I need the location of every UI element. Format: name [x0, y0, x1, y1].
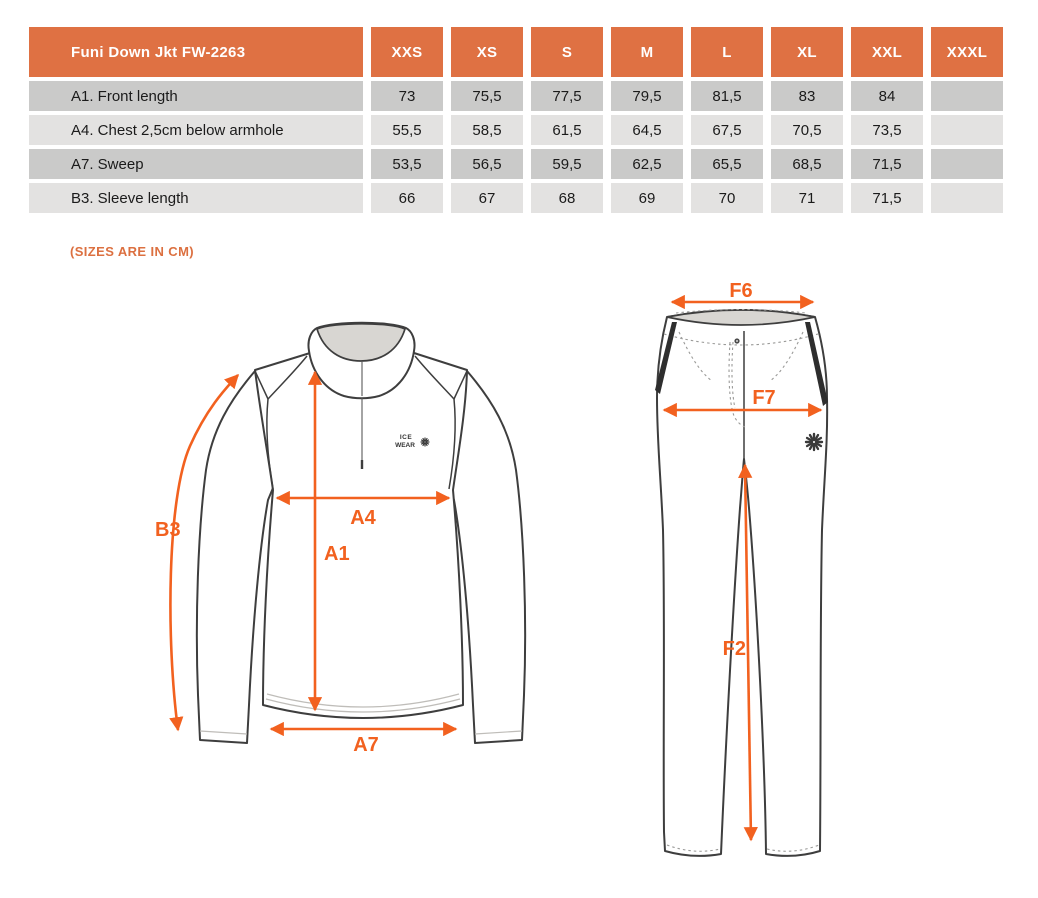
size-value: 62,5 — [611, 149, 683, 179]
icewear-logo-text-bottom: WEAR — [395, 442, 415, 449]
size-header: XS — [451, 27, 523, 77]
size-value: 73 — [371, 81, 443, 111]
size-value: 67,5 — [691, 115, 763, 145]
size-value: 59,5 — [531, 149, 603, 179]
size-value: 71 — [771, 183, 843, 213]
sleeve-arrow-b3 — [169, 373, 239, 732]
pants-body — [656, 309, 829, 857]
size-value: 67 — [451, 183, 523, 213]
size-value: 71,5 — [851, 183, 923, 213]
pants-diagram: F6 F7 F2 — [655, 280, 829, 857]
waist-label-f6: F6 — [729, 280, 752, 302]
size-value: 55,5 — [371, 115, 443, 145]
jacket-body — [254, 348, 468, 719]
icewear-logo: ICE WEAR — [395, 434, 430, 449]
size-value: 79,5 — [611, 81, 683, 111]
pants-left-pocket — [655, 322, 677, 394]
pants-waistband-opening — [666, 309, 816, 326]
row-label: B3. Sleeve length — [29, 183, 363, 213]
size-value: 68 — [531, 183, 603, 213]
size-value — [931, 81, 1003, 111]
table-title: Funi Down Jkt FW-2263 — [29, 27, 363, 77]
size-value: 70,5 — [771, 115, 843, 145]
jacket-collar-opening — [315, 322, 407, 362]
size-value: 83 — [771, 81, 843, 111]
hip-label-f7: F7 — [752, 387, 775, 409]
size-header: L — [691, 27, 763, 77]
size-value: 73,5 — [851, 115, 923, 145]
jacket-left-sleeve — [195, 370, 274, 744]
size-header: XL — [771, 27, 843, 77]
measurement-diagrams: ICE WEAR B3 A1 A4 A7 — [0, 270, 1038, 893]
front-length-label-a1: A1 — [324, 543, 350, 565]
size-value: 53,5 — [371, 149, 443, 179]
size-header: XXL — [851, 27, 923, 77]
size-header: S — [531, 27, 603, 77]
size-value: 65,5 — [691, 149, 763, 179]
jacket-diagram: ICE WEAR B3 A1 A4 A7 — [155, 321, 527, 756]
size-value: 66 — [371, 183, 443, 213]
row-label: A1. Front length — [29, 81, 363, 111]
leg-arrow-f2 — [738, 463, 758, 842]
units-note: (SIZES ARE IN CM) — [70, 244, 195, 259]
size-table: Funi Down Jkt FW-2263 XXS XS S M L XL XX… — [29, 27, 1003, 213]
size-value: 64,5 — [611, 115, 683, 145]
size-value — [931, 183, 1003, 213]
row-label: A7. Sweep — [29, 149, 363, 179]
pants-right-pocket — [805, 322, 828, 406]
row-label: A4. Chest 2,5cm below armhole — [29, 115, 363, 145]
size-value: 84 — [851, 81, 923, 111]
icewear-logo-text-top: ICE — [400, 434, 413, 441]
size-value: 77,5 — [531, 81, 603, 111]
size-value: 58,5 — [451, 115, 523, 145]
size-header: XXS — [371, 27, 443, 77]
leg-label-f2: F2 — [723, 638, 746, 660]
size-header: M — [611, 27, 683, 77]
size-value — [931, 115, 1003, 145]
sweep-label-a7: A7 — [353, 734, 379, 756]
chest-label-a4: A4 — [350, 507, 376, 529]
size-value: 70 — [691, 183, 763, 213]
size-value: 56,5 — [451, 149, 523, 179]
size-value: 71,5 — [851, 149, 923, 179]
size-header: XXXL — [931, 27, 1003, 77]
size-value: 68,5 — [771, 149, 843, 179]
size-value: 61,5 — [531, 115, 603, 145]
size-value — [931, 149, 1003, 179]
size-value: 69 — [611, 183, 683, 213]
size-value: 75,5 — [451, 81, 523, 111]
size-value: 81,5 — [691, 81, 763, 111]
sleeve-label-b3: B3 — [155, 519, 181, 541]
